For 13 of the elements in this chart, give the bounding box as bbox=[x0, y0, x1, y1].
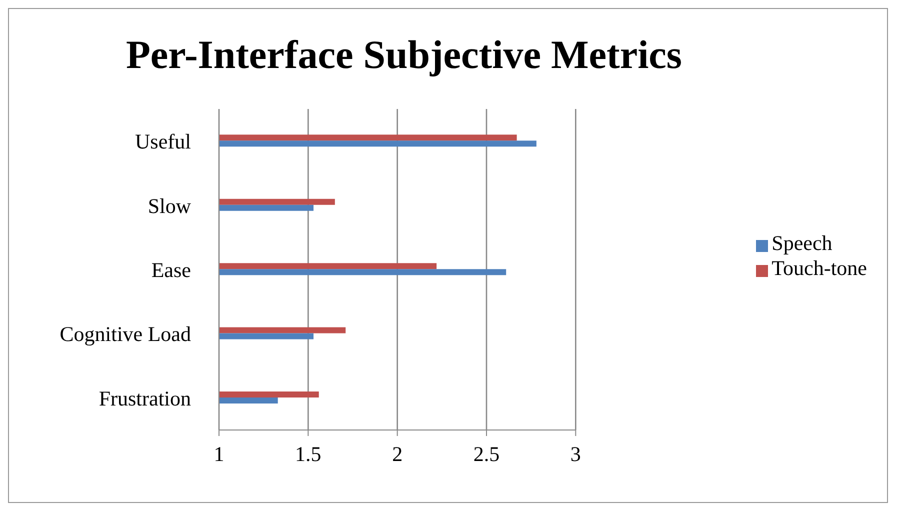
x-tick-label: 2.5 bbox=[473, 442, 500, 466]
y-tick-label: Cognitive Load bbox=[60, 322, 192, 346]
x-tick-label: 1 bbox=[214, 442, 224, 466]
legend-label: Touch-tone bbox=[772, 256, 867, 280]
y-tick-label: Frustration bbox=[98, 386, 192, 410]
x-tick-label: 2 bbox=[392, 442, 403, 466]
x-tick-label: 1.5 bbox=[295, 442, 322, 466]
y-tick-label: Useful bbox=[135, 130, 192, 154]
x-tick-label: 3 bbox=[570, 442, 581, 466]
y-tick-label: Ease bbox=[151, 258, 191, 282]
y-tick-label: Slow bbox=[148, 194, 192, 218]
legend-label: Speech bbox=[772, 230, 832, 254]
chart-title: Per-Interface Subjective Metrics bbox=[124, 31, 683, 78]
